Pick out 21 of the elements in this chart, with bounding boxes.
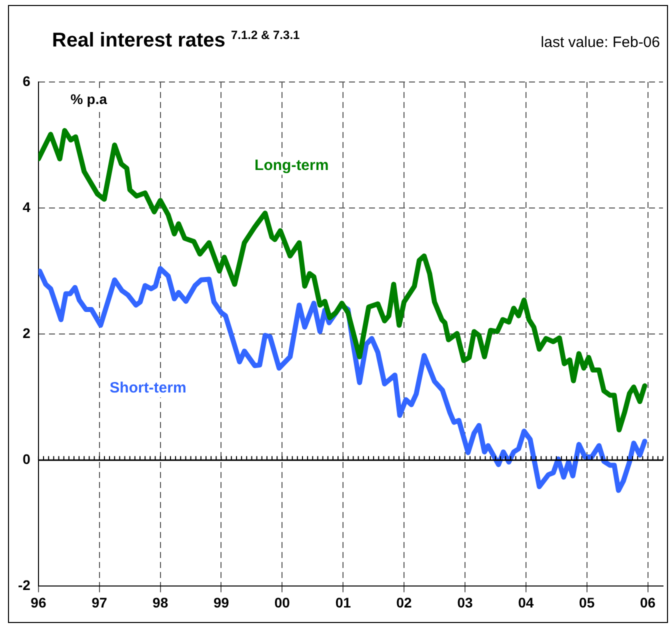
x-tick-label: 02 bbox=[396, 594, 412, 610]
y-axis-title: % p.a bbox=[70, 90, 108, 107]
y-tick-label: 6 bbox=[22, 72, 31, 89]
chart-subtitle: last value: Feb-06 bbox=[540, 34, 660, 51]
x-tick-label: 97 bbox=[92, 594, 108, 610]
text: Short-term bbox=[110, 380, 186, 397]
x-tick-label: 04 bbox=[518, 594, 534, 610]
x-tick-label: 03 bbox=[457, 594, 473, 610]
x-tick-label: 96 bbox=[30, 594, 46, 610]
y-tick-label: -2 bbox=[18, 577, 31, 594]
chart-title: Real interest rates $^{7.1.2 & 7.3.1}$ bbox=[52, 28, 300, 53]
x-tick-label: 05 bbox=[579, 594, 595, 610]
y-tick-label: 0 bbox=[22, 451, 31, 468]
x-tick-label: 99 bbox=[213, 594, 230, 610]
y-tick-label: 2 bbox=[22, 324, 31, 341]
x-tick-label: 98 bbox=[152, 594, 168, 610]
x-tick-label: 00 bbox=[274, 594, 290, 610]
text: Long-term bbox=[254, 156, 329, 174]
x-tick-label: 06 bbox=[640, 594, 656, 610]
y-tick-label: 4 bbox=[22, 198, 31, 215]
x-tick-label: 01 bbox=[335, 594, 352, 610]
